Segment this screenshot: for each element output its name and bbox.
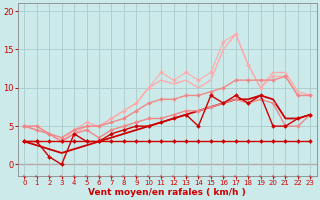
Text: ←: ← (270, 173, 276, 180)
Text: ←: ← (245, 173, 252, 180)
Text: ←: ← (295, 173, 301, 180)
Text: ←: ← (46, 173, 52, 180)
Text: ←: ← (121, 173, 127, 180)
Text: ←: ← (145, 173, 152, 180)
Text: ←: ← (83, 173, 90, 180)
Text: ←: ← (71, 173, 77, 180)
X-axis label: Vent moyen/en rafales ( km/h ): Vent moyen/en rafales ( km/h ) (88, 188, 246, 197)
Text: ←: ← (208, 173, 214, 180)
Text: ←: ← (282, 173, 289, 180)
Text: ←: ← (183, 173, 189, 180)
Text: ←: ← (232, 173, 239, 180)
Text: ←: ← (59, 173, 65, 180)
Text: ←: ← (96, 173, 102, 180)
Text: ←: ← (108, 173, 115, 180)
Text: ←: ← (220, 173, 227, 180)
Text: ←: ← (21, 173, 28, 180)
Text: ←: ← (158, 173, 164, 180)
Text: ←: ← (170, 173, 177, 180)
Text: ←: ← (34, 173, 40, 180)
Text: ←: ← (195, 173, 202, 180)
Text: ←: ← (133, 173, 140, 180)
Text: ←: ← (257, 173, 264, 180)
Text: ←: ← (307, 173, 314, 180)
